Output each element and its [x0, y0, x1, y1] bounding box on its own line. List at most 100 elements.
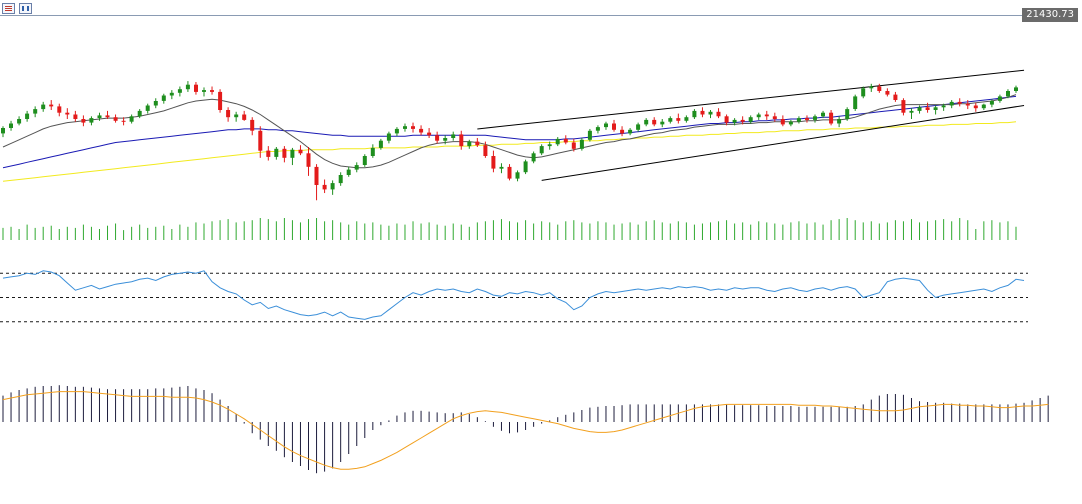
candle-body [266, 150, 271, 157]
candle-body [700, 110, 705, 115]
bars-icon[interactable] [19, 3, 32, 14]
candle-body [813, 116, 817, 120]
candle-body [57, 106, 62, 113]
candle-body [1, 128, 5, 134]
candle-body [386, 133, 391, 141]
candlesticks [1, 81, 1018, 201]
macd-signal-line [2, 391, 1049, 470]
candle-body [652, 119, 657, 125]
candle-body [587, 130, 592, 140]
candle-body [796, 118, 801, 122]
candle-body [322, 184, 327, 190]
candle-body [81, 119, 86, 123]
candle-body [202, 90, 206, 92]
candle-body [933, 107, 938, 110]
candle-body [17, 119, 22, 124]
candle-body [973, 105, 978, 109]
candle-body [965, 103, 970, 106]
rsi-line [2, 270, 1025, 320]
candle-body [306, 153, 311, 167]
candle-body [917, 107, 922, 111]
macd-pane [2, 385, 1049, 474]
candle-body [210, 90, 214, 92]
candle-body [475, 141, 480, 146]
candle-body [684, 117, 689, 121]
candle-body [716, 111, 721, 117]
candle-body [676, 118, 681, 121]
candle-body [869, 86, 874, 89]
candle-body [129, 116, 134, 122]
candle-body [853, 96, 858, 109]
candle-body [298, 149, 303, 154]
candle-body [258, 130, 263, 151]
rsi-pane [0, 270, 1028, 323]
candle-body [403, 126, 407, 129]
candle-body [628, 129, 633, 134]
candle-body [242, 114, 247, 120]
candle-body [218, 91, 223, 110]
candle-body [829, 112, 834, 124]
channel-upper-line [477, 69, 1025, 130]
candle-body [459, 134, 464, 147]
volume-pane [2, 218, 1017, 240]
candle-body [515, 172, 520, 179]
candle-body [1006, 91, 1010, 97]
candle-body [89, 118, 94, 123]
candle-body [49, 104, 54, 107]
candle-body [981, 104, 986, 109]
candle-body [169, 92, 174, 96]
candle-body [290, 149, 295, 158]
candle-body [997, 96, 1002, 101]
candle-body [604, 123, 608, 128]
candle-body [161, 95, 166, 101]
candle-body [451, 134, 456, 138]
candle-body [105, 115, 110, 118]
candle-body [73, 114, 78, 119]
candle-body [419, 128, 424, 133]
candle-body [25, 113, 30, 119]
candle-body [531, 153, 536, 162]
candle-body [772, 116, 777, 119]
candle-body [234, 114, 239, 118]
candle-body [250, 119, 255, 131]
candle-body [845, 109, 850, 119]
candle-body [547, 144, 552, 147]
candle-body [523, 161, 528, 173]
candle-body [636, 124, 641, 130]
last-price-label: 21430.73 [1022, 8, 1078, 22]
candle-body [620, 129, 625, 134]
candle-body [435, 135, 440, 141]
candle-body [901, 100, 906, 113]
candle-body [41, 104, 46, 110]
candle-body [949, 101, 954, 106]
properties-icon[interactable] [2, 3, 15, 14]
candle-body [821, 112, 825, 117]
candle-body [113, 117, 118, 121]
candle-body [153, 101, 158, 106]
candle-body [539, 146, 544, 154]
candle-body [226, 110, 231, 118]
candle-body [732, 119, 737, 123]
candle-body [97, 115, 102, 119]
channel-lower-line [541, 104, 1025, 181]
candle-body [411, 126, 415, 129]
candle-body [145, 105, 150, 111]
candle-body [660, 121, 665, 125]
candle-body [33, 109, 38, 114]
candle-body [194, 84, 198, 92]
candle-body [893, 94, 898, 100]
candle-body [330, 183, 335, 190]
candle-body [65, 112, 70, 115]
candle-body [877, 86, 882, 91]
candle-body [507, 166, 512, 179]
candle-body [394, 128, 399, 134]
candle-body [941, 105, 946, 108]
candle-body [740, 119, 745, 122]
ma-mid-line [2, 95, 1017, 169]
candle-body [427, 132, 432, 136]
candle-body [282, 148, 287, 158]
candle-body [121, 120, 126, 122]
candle-body [579, 139, 584, 149]
candle-body [612, 123, 616, 130]
